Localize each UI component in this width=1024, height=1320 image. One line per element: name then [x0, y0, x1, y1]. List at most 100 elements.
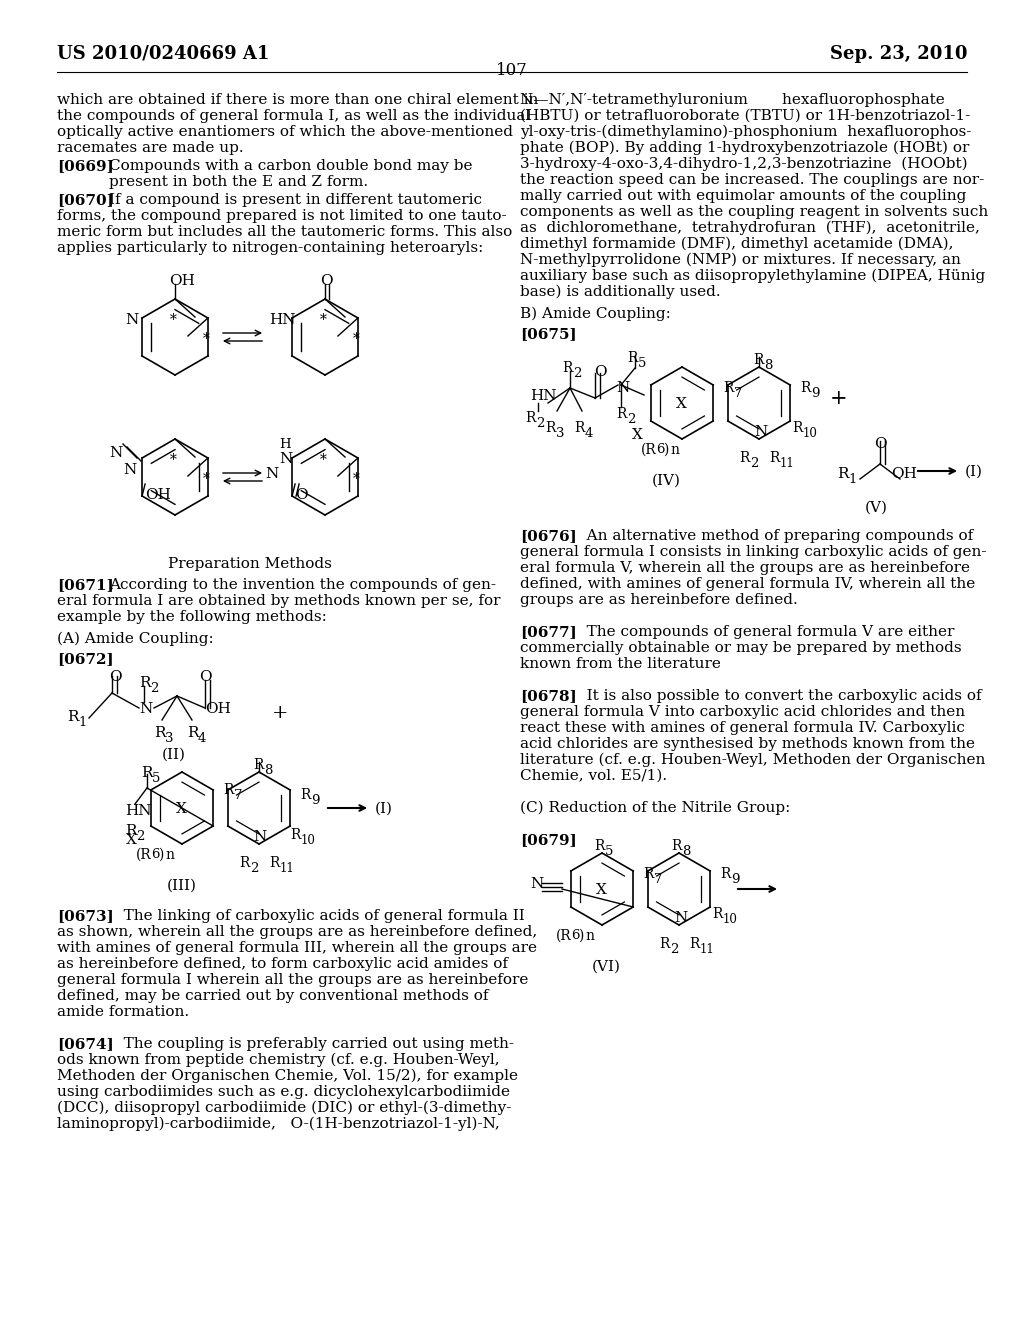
Text: Preparation Methods: Preparation Methods	[168, 557, 332, 572]
Text: general formula V into carboxylic acid chlorides and then: general formula V into carboxylic acid c…	[520, 705, 966, 719]
Text: 4: 4	[198, 733, 207, 744]
Text: 4: 4	[585, 426, 593, 440]
Text: [0679]: [0679]	[520, 833, 577, 847]
Text: N: N	[530, 876, 544, 891]
Text: An alternative method of preparing compounds of: An alternative method of preparing compo…	[572, 529, 973, 543]
Text: 2: 2	[627, 413, 635, 426]
Text: [0676]: [0676]	[520, 529, 577, 543]
Text: ): )	[158, 847, 164, 862]
Text: n: n	[585, 929, 594, 942]
Text: [0669]: [0669]	[57, 158, 114, 173]
Text: O: O	[319, 275, 333, 288]
Text: mally carried out with equimolar amounts of the coupling: mally carried out with equimolar amounts…	[520, 189, 967, 203]
Text: R: R	[253, 758, 263, 772]
Text: 8: 8	[682, 845, 690, 858]
Text: R: R	[712, 907, 722, 921]
Text: US 2010/0240669 A1: US 2010/0240669 A1	[57, 45, 269, 63]
Text: R: R	[141, 766, 153, 780]
Text: R: R	[239, 855, 250, 870]
Text: defined, with amines of general formula IV, wherein all the: defined, with amines of general formula …	[520, 577, 975, 591]
Text: 8: 8	[264, 764, 272, 777]
Text: using carbodiimides such as e.g. dicyclohexylcarbodiimide: using carbodiimides such as e.g. dicyclo…	[57, 1085, 510, 1100]
Text: N: N	[125, 313, 138, 327]
Text: R: R	[545, 421, 555, 436]
Text: OH: OH	[891, 467, 916, 480]
Text: 6: 6	[656, 444, 665, 455]
Text: as shown, wherein all the groups are as hereinbefore defined,: as shown, wherein all the groups are as …	[57, 925, 538, 939]
Text: (DCC), diisopropyl carbodiimide (DIC) or ethyl-(3-dimethy-: (DCC), diisopropyl carbodiimide (DIC) or…	[57, 1101, 511, 1115]
Text: (HBTU) or tetrafluoroborate (TBTU) or 1H-benzotriazol-1-: (HBTU) or tetrafluoroborate (TBTU) or 1H…	[520, 110, 971, 123]
Text: known from the literature: known from the literature	[520, 657, 721, 671]
Text: the reaction speed can be increased. The couplings are nor-: the reaction speed can be increased. The…	[520, 173, 984, 187]
Text: *: *	[203, 333, 210, 346]
Text: eral formula I are obtained by methods known per se, for: eral formula I are obtained by methods k…	[57, 594, 501, 609]
Text: ): )	[663, 444, 669, 457]
Text: R: R	[723, 381, 733, 395]
Text: R: R	[627, 351, 637, 366]
Text: acid chlorides are synthesised by methods known from the: acid chlorides are synthesised by method…	[520, 737, 975, 751]
Text: R: R	[187, 726, 199, 741]
Text: N-methylpyrrolidone (NMP) or mixtures. If necessary, an: N-methylpyrrolidone (NMP) or mixtures. I…	[520, 253, 961, 268]
Text: R: R	[574, 421, 585, 436]
Text: [0675]: [0675]	[520, 327, 577, 341]
Text: *: *	[353, 473, 359, 486]
Text: [0674]: [0674]	[57, 1038, 114, 1051]
Text: [0670]: [0670]	[57, 193, 114, 207]
Text: O: O	[295, 488, 308, 502]
Text: (I): (I)	[965, 465, 983, 479]
Text: (R: (R	[641, 444, 656, 457]
Text: *: *	[170, 313, 177, 327]
Text: as  dichloromethane,  tetrahydrofuran  (THF),  acetonitrile,: as dichloromethane, tetrahydrofuran (THF…	[520, 220, 980, 235]
Text: base) is additionally used.: base) is additionally used.	[520, 285, 721, 300]
Text: OH: OH	[145, 488, 171, 502]
Text: 11: 11	[700, 942, 715, 956]
Text: R: R	[659, 937, 670, 950]
Text: 7: 7	[734, 387, 742, 400]
Text: 9: 9	[311, 795, 319, 807]
Text: N: N	[674, 911, 687, 925]
Text: eral formula V, wherein all the groups are as hereinbefore: eral formula V, wherein all the groups a…	[520, 561, 970, 576]
Text: 8: 8	[764, 359, 772, 372]
Text: components as well as the coupling reagent in solvents such: components as well as the coupling reage…	[520, 205, 988, 219]
Text: O: O	[874, 437, 887, 451]
Text: phate (BOP). By adding 1-hydroxybenzotriazole (HOBt) or: phate (BOP). By adding 1-hydroxybenzotri…	[520, 141, 970, 156]
Text: groups are as hereinbefore defined.: groups are as hereinbefore defined.	[520, 593, 798, 607]
Text: Compounds with a carbon double bond may be: Compounds with a carbon double bond may …	[109, 158, 472, 173]
Text: (R: (R	[136, 847, 152, 862]
Text: X: X	[126, 833, 137, 847]
Text: Sep. 23, 2010: Sep. 23, 2010	[829, 45, 967, 63]
Text: [0677]: [0677]	[520, 624, 577, 639]
Text: 5: 5	[152, 772, 161, 785]
Text: N: N	[279, 451, 292, 466]
Text: R: R	[769, 451, 779, 465]
Text: B) Amide Coupling:: B) Amide Coupling:	[520, 308, 671, 321]
Text: 5: 5	[605, 845, 613, 858]
Text: HN: HN	[269, 313, 296, 327]
Text: (C) Reduction of the Nitrile Group:: (C) Reduction of the Nitrile Group:	[520, 801, 791, 816]
Text: commercially obtainable or may be prepared by methods: commercially obtainable or may be prepar…	[520, 642, 962, 655]
Text: X: X	[176, 803, 186, 816]
Text: 7: 7	[654, 873, 663, 886]
Text: ): )	[578, 929, 584, 942]
Text: +: +	[272, 704, 289, 722]
Text: R: R	[616, 407, 627, 421]
Text: N: N	[123, 463, 136, 477]
Text: [0671]: [0671]	[57, 578, 114, 591]
Text: +: +	[830, 389, 848, 408]
Text: R: R	[720, 867, 730, 880]
Text: example by the following methods:: example by the following methods:	[57, 610, 327, 624]
Text: 3: 3	[556, 426, 564, 440]
Text: 107: 107	[496, 62, 528, 79]
Text: react these with amines of general formula IV. Carboxylic: react these with amines of general formu…	[520, 721, 965, 735]
Text: *: *	[319, 313, 327, 327]
Text: R: R	[837, 467, 849, 480]
Text: 6: 6	[151, 847, 160, 861]
Text: R: R	[223, 783, 233, 797]
Text: 5: 5	[638, 356, 646, 370]
Text: N: N	[265, 467, 279, 480]
Text: 2: 2	[536, 417, 545, 430]
Text: R: R	[739, 451, 750, 465]
Text: R: R	[525, 411, 536, 425]
Text: N: N	[253, 830, 266, 843]
Text: *: *	[203, 473, 210, 486]
